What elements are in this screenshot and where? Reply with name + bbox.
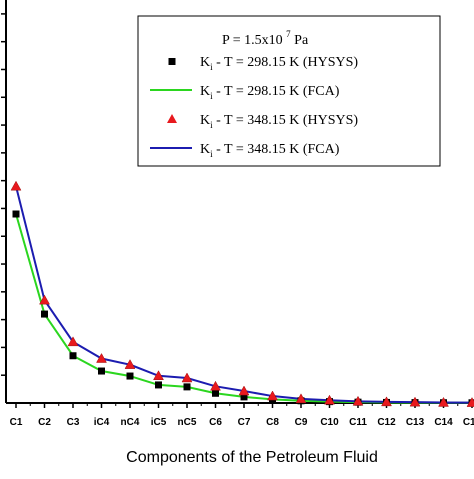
legend-label-rest: - T = 298.15 K (FCA) xyxy=(213,84,340,99)
legend-label-k: K xyxy=(200,55,210,70)
x-tick-label: C13 xyxy=(406,417,425,428)
legend-label: Ki - T = 298.15 K (FCA) xyxy=(200,84,340,101)
data-point-square xyxy=(98,368,105,375)
legend-label: Ki - T = 348.15 K (HYSYS) xyxy=(200,113,358,130)
x-tick-label: C7 xyxy=(238,417,251,428)
x-tick-label: iC5 xyxy=(151,417,167,428)
x-tick-label: iC4 xyxy=(94,417,110,428)
x-tick-label: C10 xyxy=(320,417,339,428)
data-point-square xyxy=(41,311,48,318)
x-tick-label: C9 xyxy=(295,417,308,428)
x-tick-label: C1 xyxy=(10,417,23,428)
x-tick-label: C3 xyxy=(67,417,80,428)
data-point-square xyxy=(70,352,77,359)
legend-label-rest: - T = 348.15 K (HYSYS) xyxy=(213,113,359,128)
x-axis-label: Components of the Petroleum Fluid xyxy=(126,449,378,466)
x-tick-label: C8 xyxy=(266,417,279,428)
data-point-square xyxy=(13,211,20,218)
x-tick-label: C11 xyxy=(349,417,367,428)
x-tick-label: nC5 xyxy=(178,417,197,428)
data-point-square xyxy=(184,383,191,390)
x-tick-label: C14 xyxy=(434,417,453,428)
legend: P = 1.5x10 7 Pa Ki - T = 298.15 K (HYSYS… xyxy=(138,16,440,166)
series-line-1 xyxy=(16,214,472,403)
legend-label-rest: - T = 348.15 K (FCA) xyxy=(213,142,340,157)
x-tick-label: C2 xyxy=(38,417,51,428)
series-layer xyxy=(11,181,474,406)
x-tick-label: nC4 xyxy=(121,417,140,428)
legend-title-suffix: Pa xyxy=(294,33,309,48)
data-point-square xyxy=(155,381,162,388)
legend-label-k: K xyxy=(200,84,210,99)
data-point-triangle xyxy=(97,354,107,363)
legend-title-prefix: P = 1.5x10 xyxy=(222,33,283,48)
legend-title-exponent: 7 xyxy=(286,29,291,39)
x-tick-label: C6 xyxy=(209,417,222,428)
legend-label: Ki - T = 298.15 K (HYSYS) xyxy=(200,55,358,72)
data-point-square xyxy=(127,373,134,380)
legend-label-k: K xyxy=(200,142,210,157)
x-tick-label: C15 xyxy=(463,417,474,428)
data-point-square xyxy=(212,390,219,397)
x-tick-label: C12 xyxy=(377,417,396,428)
legend-label-k: K xyxy=(200,113,210,128)
legend-symbol-square xyxy=(169,58,176,65)
legend-label: Ki - T = 348.15 K (FCA) xyxy=(200,142,340,159)
series-line-3 xyxy=(16,186,472,402)
data-point-triangle xyxy=(11,181,21,190)
legend-label-rest: - T = 298.15 K (HYSYS) xyxy=(213,55,359,70)
